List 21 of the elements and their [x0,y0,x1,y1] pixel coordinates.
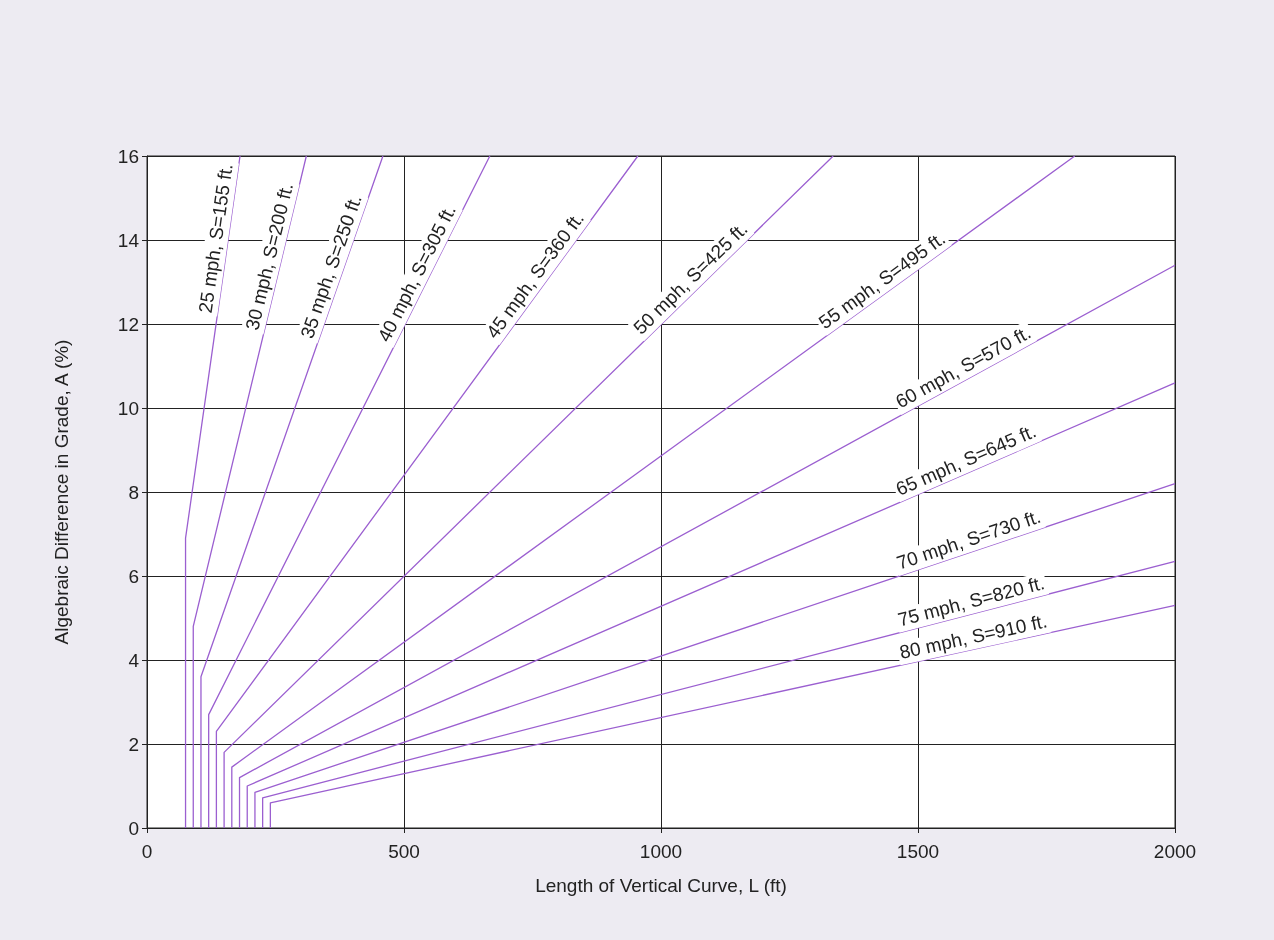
y-tick-label: 14 [117,229,140,251]
text: 30 mph, S=200 ft. [241,180,298,333]
y-tick-label: 10 [117,397,139,419]
text: 70 mph, S=730 ft. [893,505,1044,574]
y-tick-label: 8 [128,481,139,503]
y-tick-label: 0 [128,817,139,839]
y-tick-label: 4 [128,649,140,671]
text: 25 mph, S=155 ft. [194,162,237,315]
y-tick-label: 16 [117,145,139,167]
text: 65 mph, S=645 ft. [892,420,1040,500]
y-tick-label: 12 [117,313,139,335]
x-tick-label: 1000 [639,841,683,862]
y-axis-title: Algebraic Difference in Grade, A (%) [51,339,72,645]
x-axis-title: Length of Vertical Curve, L (ft) [535,875,787,896]
y-tick-label: 6 [128,565,139,587]
x-tick-label: 1500 [896,841,940,862]
x-tick-label: 0 [141,841,153,862]
x-tick-label: 2000 [1153,841,1197,862]
x-tick-label: 500 [388,841,420,862]
y-tick-label: 2 [128,733,139,755]
text: 35 mph, S=250 ft. [296,191,366,341]
